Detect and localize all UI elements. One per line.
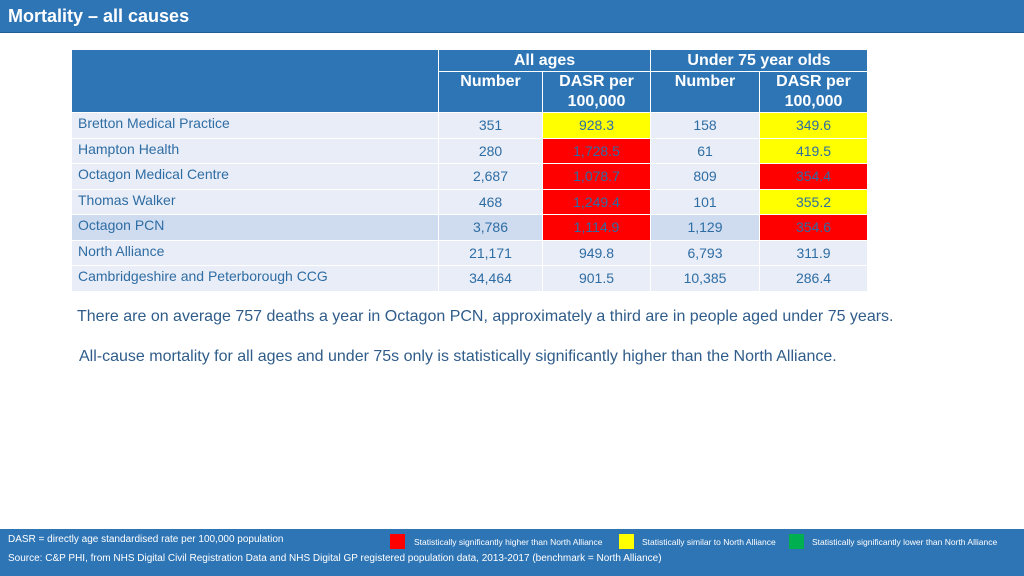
col-header-u75-dasr: DASR per 100,000 <box>759 71 868 113</box>
all-ages-dasr: 1,249.4 <box>542 188 651 215</box>
legend-swatch-similar <box>619 534 634 549</box>
table-row: Octagon PCN 3,786 1,114.9 1,129 354.6 <box>71 214 868 241</box>
col-header-all-number: Number <box>438 71 543 113</box>
all-ages-dasr: 1,114.9 <box>542 214 651 241</box>
table-row: Hampton Health 280 1,728.5 61 419.5 <box>71 137 868 164</box>
under-75-number: 158 <box>650 112 760 139</box>
summary-note-deaths: There are on average 757 deaths a year i… <box>77 308 894 325</box>
footer: DASR = directly age standardised rate pe… <box>0 529 1024 576</box>
all-ages-dasr: 1,728.5 <box>542 137 651 164</box>
group-header-under-75: Under 75 year olds <box>650 49 868 72</box>
under-75-dasr: 419.5 <box>759 137 868 164</box>
under-75-dasr: 354.6 <box>759 214 868 241</box>
group-header-all-ages: All ages <box>438 49 651 72</box>
under-75-number: 61 <box>650 137 760 164</box>
legend-label-lower: Statistically significantly lower than N… <box>812 537 998 547</box>
under-75-dasr: 286.4 <box>759 265 868 292</box>
under-75-dasr: 311.9 <box>759 239 868 266</box>
table-row: Bretton Medical Practice 351 928.3 158 3… <box>71 112 868 139</box>
legend-label-similar: Statistically similar to North Alliance <box>642 537 776 547</box>
all-ages-number: 468 <box>438 188 543 215</box>
col-header-u75-number: Number <box>650 71 760 113</box>
row-name: Octagon Medical Centre <box>71 163 439 190</box>
row-name: Hampton Health <box>71 137 439 164</box>
table-row: North Alliance 21,171 949.8 6,793 311.9 <box>71 239 868 266</box>
corner-header <box>71 49 439 113</box>
under-75-number: 1,129 <box>650 214 760 241</box>
row-name: Octagon PCN <box>71 214 439 241</box>
page-title: Mortality – all causes <box>8 6 190 26</box>
under-75-dasr: 349.6 <box>759 112 868 139</box>
legend-swatch-higher <box>390 534 405 549</box>
row-name: Bretton Medical Practice <box>71 112 439 139</box>
under-75-dasr: 354.4 <box>759 163 868 190</box>
all-ages-number: 34,464 <box>438 265 543 292</box>
mortality-table: All ages Under 75 year olds Number DASR … <box>71 49 868 292</box>
table-row: Cambridgeshire and Peterborough CCG 34,4… <box>71 265 868 292</box>
all-ages-dasr: 928.3 <box>542 112 651 139</box>
all-ages-number: 3,786 <box>438 214 543 241</box>
all-ages-dasr: 901.5 <box>542 265 651 292</box>
all-ages-number: 280 <box>438 137 543 164</box>
under-75-number: 6,793 <box>650 239 760 266</box>
under-75-dasr: 355.2 <box>759 188 868 215</box>
summary-note-significance: All-cause mortality for all ages and und… <box>79 348 837 365</box>
table-row: Thomas Walker 468 1,249.4 101 355.2 <box>71 188 868 215</box>
row-name: North Alliance <box>71 239 439 266</box>
col-header-all-dasr: DASR per 100,000 <box>542 71 651 113</box>
title-bar: Mortality – all causes <box>0 0 1024 33</box>
all-ages-dasr: 1,078.7 <box>542 163 651 190</box>
dasr-definition: DASR = directly age standardised rate pe… <box>8 534 284 545</box>
table-row: Octagon Medical Centre 2,687 1,078.7 809… <box>71 163 868 190</box>
legend-swatch-lower <box>789 534 804 549</box>
all-ages-dasr: 949.8 <box>542 239 651 266</box>
row-name: Thomas Walker <box>71 188 439 215</box>
all-ages-number: 21,171 <box>438 239 543 266</box>
all-ages-number: 2,687 <box>438 163 543 190</box>
under-75-number: 101 <box>650 188 760 215</box>
under-75-number: 809 <box>650 163 760 190</box>
row-name: Cambridgeshire and Peterborough CCG <box>71 265 439 292</box>
legend-label-higher: Statistically significantly higher than … <box>414 537 603 547</box>
all-ages-number: 351 <box>438 112 543 139</box>
data-source: Source: C&P PHI, from NHS Digital Civil … <box>8 553 662 564</box>
under-75-number: 10,385 <box>650 265 760 292</box>
